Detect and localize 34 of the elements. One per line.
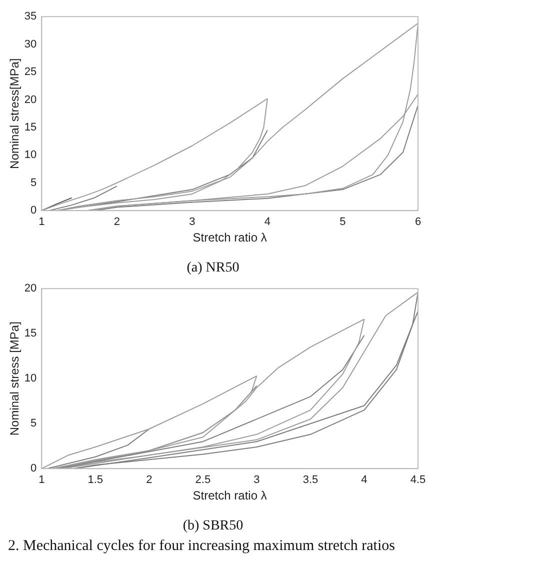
x-tick-label: 2 xyxy=(146,474,152,486)
y-tick-label: 10 xyxy=(24,149,37,162)
x-axis-title: Stretch ratio λ xyxy=(192,488,267,502)
x-tick-label: 1 xyxy=(38,216,45,228)
y-tick-label: 10 xyxy=(24,372,37,385)
y-tick-label: 0 xyxy=(30,204,37,217)
y-tick-label: 30 xyxy=(24,38,37,50)
y-tick-label: 20 xyxy=(24,94,37,106)
x-tick-label: 5 xyxy=(340,216,346,228)
y-tick-label: 5 xyxy=(30,176,37,189)
y-tick-label: 35 xyxy=(24,10,37,23)
text: (b) SBR50 xyxy=(182,518,244,534)
x-tick-label: 2.5 xyxy=(195,474,211,486)
y-tick-label: 15 xyxy=(24,121,37,134)
x-tick-label: 6 xyxy=(414,216,422,228)
y-axis-title: Nominal stress[MPa] xyxy=(8,58,22,169)
y-tick-label: 15 xyxy=(24,328,37,340)
y-tick-label: 20 xyxy=(24,282,37,295)
x-tick-label: 1 xyxy=(38,474,45,486)
x-tick-label: 4.5 xyxy=(410,474,426,486)
x-tick-label: 2 xyxy=(114,216,120,228)
text: (a) NR50 xyxy=(186,260,240,276)
y-tick-label: 0 xyxy=(30,462,37,475)
x-axis-title: Stretch ratio λ xyxy=(192,230,267,244)
x-tick-label: 3 xyxy=(189,216,196,228)
x-tick-label: 3.5 xyxy=(302,474,318,486)
x-tick-label: 4 xyxy=(361,474,368,486)
x-tick-label: 4 xyxy=(264,216,271,228)
text: 2. Mechanical cycles for four increasing maximum stretch ratios xyxy=(8,538,396,555)
x-tick-label: 1.5 xyxy=(88,474,104,486)
y-tick-label: 5 xyxy=(30,418,37,430)
y-tick-label: 25 xyxy=(24,66,37,78)
x-tick-label: 3 xyxy=(254,474,260,486)
y-axis-title: Nominal stress [MPa] xyxy=(8,322,22,436)
